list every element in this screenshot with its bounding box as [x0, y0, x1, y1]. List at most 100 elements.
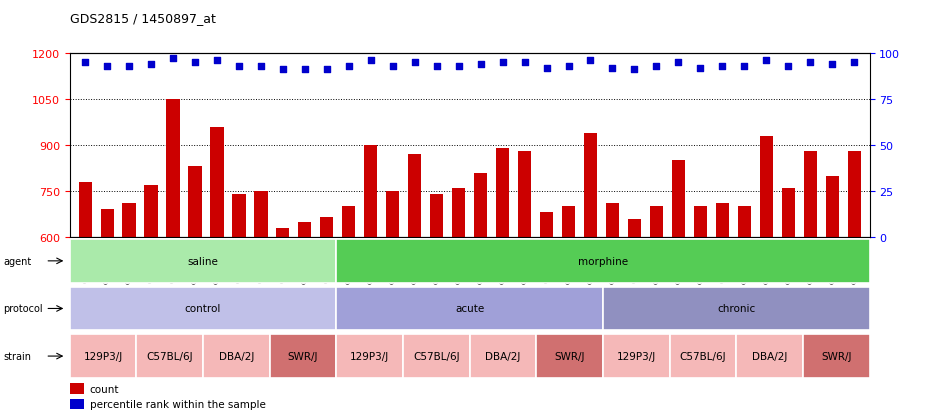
Point — [781, 63, 796, 70]
Text: 129P3/J: 129P3/J — [617, 351, 656, 361]
Bar — [78, 182, 92, 237]
Point — [693, 65, 708, 72]
Bar — [270, 335, 337, 378]
Point — [100, 63, 114, 70]
Bar — [760, 136, 773, 237]
Point — [341, 63, 356, 70]
Point — [825, 62, 840, 68]
Bar — [123, 204, 136, 237]
Bar — [430, 195, 444, 237]
Bar — [137, 335, 203, 378]
Bar — [584, 133, 597, 237]
Bar — [337, 335, 403, 378]
Bar — [670, 335, 737, 378]
Text: protocol: protocol — [4, 304, 43, 314]
Bar — [694, 207, 707, 237]
Text: saline: saline — [188, 256, 219, 266]
Bar — [452, 188, 465, 237]
Point — [209, 58, 224, 64]
Text: control: control — [185, 304, 221, 314]
Text: 129P3/J: 129P3/J — [84, 351, 123, 361]
Point — [473, 62, 488, 68]
Text: strain: strain — [4, 351, 32, 361]
Point — [539, 65, 554, 72]
Point — [232, 63, 246, 70]
Bar — [781, 188, 795, 237]
Point — [275, 67, 290, 74]
Bar — [232, 195, 246, 237]
Point — [715, 63, 730, 70]
Point — [583, 58, 598, 64]
Text: chronic: chronic — [717, 304, 755, 314]
Point — [122, 63, 137, 70]
Point — [759, 58, 774, 64]
Bar — [847, 152, 861, 237]
Bar — [737, 207, 751, 237]
Bar — [337, 287, 603, 330]
Bar — [603, 335, 670, 378]
Text: percentile rank within the sample: percentile rank within the sample — [89, 399, 266, 409]
Bar — [826, 176, 839, 237]
Point — [143, 62, 158, 68]
Text: 129P3/J: 129P3/J — [350, 351, 390, 361]
Bar — [166, 100, 179, 237]
Text: count: count — [89, 384, 119, 394]
Bar — [70, 335, 137, 378]
Text: DBA/2J: DBA/2J — [751, 351, 788, 361]
Bar — [470, 335, 537, 378]
Bar — [496, 149, 510, 237]
Point — [671, 59, 685, 66]
Text: SWR/J: SWR/J — [554, 351, 585, 361]
Bar — [337, 240, 870, 283]
Bar — [562, 207, 575, 237]
Point — [627, 67, 642, 74]
Bar — [671, 161, 685, 237]
Bar — [716, 204, 729, 237]
Text: C57BL/6J: C57BL/6J — [413, 351, 459, 361]
Point — [605, 65, 620, 72]
Bar — [804, 152, 817, 237]
Bar — [70, 287, 337, 330]
Bar — [70, 399, 84, 409]
Bar — [386, 192, 399, 237]
Bar — [70, 383, 84, 394]
Text: acute: acute — [455, 304, 485, 314]
Text: DBA/2J: DBA/2J — [219, 351, 254, 361]
Text: C57BL/6J: C57BL/6J — [680, 351, 726, 361]
Bar — [803, 335, 870, 378]
Bar — [299, 222, 312, 237]
Point — [561, 63, 576, 70]
Text: agent: agent — [4, 256, 32, 266]
Point — [517, 59, 532, 66]
Text: SWR/J: SWR/J — [821, 351, 852, 361]
Bar — [603, 287, 870, 330]
Point — [649, 63, 664, 70]
Bar — [320, 218, 334, 237]
Point — [188, 59, 203, 66]
Bar — [650, 207, 663, 237]
Point — [385, 63, 400, 70]
Text: GDS2815 / 1450897_at: GDS2815 / 1450897_at — [70, 12, 216, 25]
Bar — [518, 152, 531, 237]
Point — [166, 56, 180, 62]
Bar — [737, 335, 803, 378]
Point — [495, 59, 510, 66]
Bar — [210, 127, 223, 237]
Point — [846, 59, 861, 66]
Point — [803, 59, 817, 66]
Point — [451, 63, 466, 70]
Bar — [403, 335, 470, 378]
Point — [298, 67, 312, 74]
Text: SWR/J: SWR/J — [287, 351, 318, 361]
Text: morphine: morphine — [578, 256, 628, 266]
Bar — [254, 192, 268, 237]
Point — [78, 59, 93, 66]
Bar — [342, 207, 355, 237]
Point — [254, 63, 269, 70]
Bar — [605, 204, 619, 237]
Point — [364, 58, 379, 64]
Point — [430, 63, 445, 70]
Bar — [144, 185, 158, 237]
Point — [737, 63, 751, 70]
Point — [407, 59, 422, 66]
